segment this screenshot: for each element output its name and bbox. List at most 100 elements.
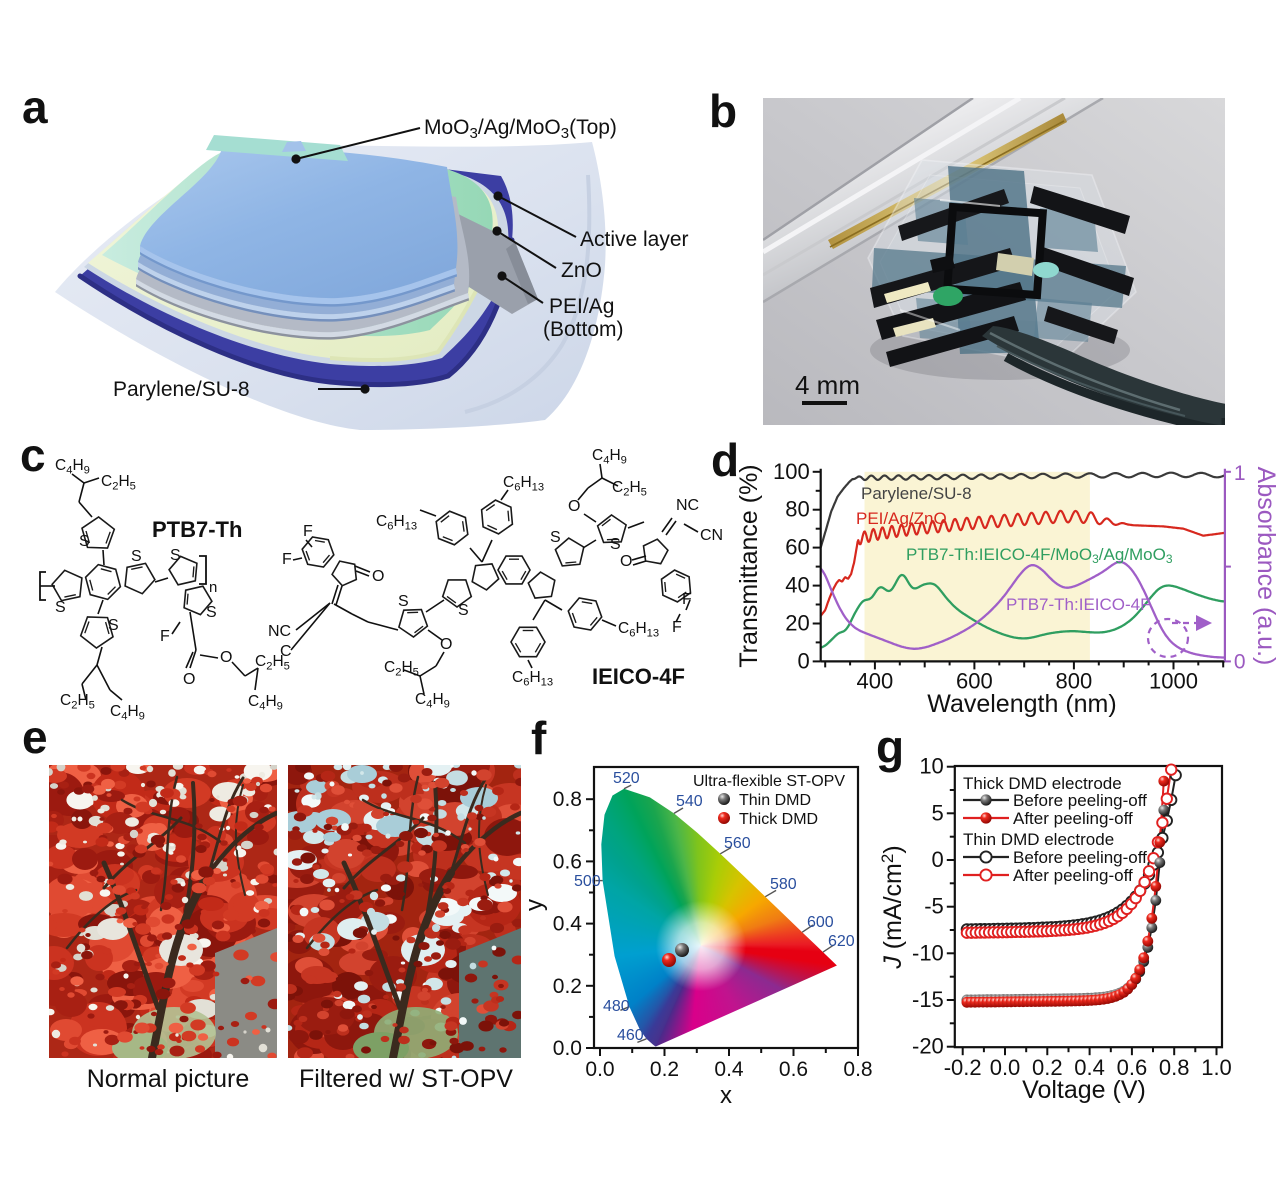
svg-text:Absorbance (a.u.): Absorbance (a.u.) <box>1252 467 1280 666</box>
svg-text:O: O <box>568 498 580 515</box>
svg-text:560: 560 <box>724 835 751 852</box>
svg-text:J (mA/cm2): J (mA/cm2) <box>878 845 907 969</box>
svg-text:0.4: 0.4 <box>553 913 583 936</box>
svg-text:0.6: 0.6 <box>1117 1055 1148 1080</box>
svg-text:0: 0 <box>797 648 809 673</box>
svg-text:1: 1 <box>1234 462 1246 485</box>
svg-text:C6H13: C6H13 <box>376 513 417 533</box>
svg-text:Transmittance (%): Transmittance (%) <box>735 464 763 667</box>
svg-text:Before peeling-off: Before peeling-off <box>1013 791 1147 810</box>
svg-text:-5: -5 <box>924 894 944 919</box>
svg-text:40: 40 <box>785 573 809 598</box>
svg-text:n: n <box>209 579 217 596</box>
svg-text:Wavelength (nm): Wavelength (nm) <box>927 690 1116 718</box>
svg-text:400: 400 <box>857 668 894 693</box>
svg-text:0.2: 0.2 <box>553 975 582 998</box>
svg-text:PTB7-Th:IEICO-4F/MoO3/Ag/MoO3: PTB7-Th:IEICO-4F/MoO3/Ag/MoO3 <box>906 545 1173 566</box>
svg-text:PEI/Ag: PEI/Ag <box>549 295 614 318</box>
svg-text:F: F <box>282 551 292 568</box>
svg-text:0.0: 0.0 <box>585 1058 614 1081</box>
svg-text:Thick DMD: Thick DMD <box>739 811 818 828</box>
svg-text:O: O <box>220 649 232 666</box>
svg-text:0.2: 0.2 <box>650 1058 679 1081</box>
svg-text:F: F <box>160 628 170 645</box>
svg-text:-20: -20 <box>912 1034 944 1059</box>
svg-text:80: 80 <box>785 497 809 522</box>
svg-text:0.2: 0.2 <box>1032 1055 1063 1080</box>
svg-text:800: 800 <box>1056 668 1093 693</box>
svg-text:g: g <box>876 721 904 773</box>
svg-text:C2H5: C2H5 <box>60 692 95 712</box>
svg-text:0.4: 0.4 <box>1074 1055 1105 1080</box>
svg-text:480: 480 <box>603 998 630 1015</box>
svg-text:1000: 1000 <box>1149 668 1198 693</box>
svg-text:d: d <box>711 434 739 486</box>
svg-text:S: S <box>79 533 90 550</box>
svg-text:60: 60 <box>785 535 809 560</box>
svg-text:100: 100 <box>773 459 810 484</box>
svg-text:Thin DMD: Thin DMD <box>739 792 811 809</box>
svg-text:(Bottom): (Bottom) <box>543 318 624 341</box>
svg-text:C2H5: C2H5 <box>384 659 419 679</box>
svg-text:IEICO-4F: IEICO-4F <box>592 664 685 689</box>
svg-text:S: S <box>458 602 469 619</box>
svg-text:NC: NC <box>268 623 291 640</box>
svg-text:S: S <box>108 617 119 634</box>
svg-text:NC: NC <box>676 497 699 514</box>
svg-text:y: y <box>521 899 548 911</box>
svg-text:0: 0 <box>1234 650 1246 673</box>
svg-text:Active layer: Active layer <box>580 228 689 251</box>
svg-text:O: O <box>620 553 632 570</box>
svg-text:-0.2: -0.2 <box>944 1055 982 1080</box>
svg-text:C2H5: C2H5 <box>101 473 136 493</box>
svg-text:b: b <box>709 85 737 137</box>
svg-text:620: 620 <box>828 933 855 950</box>
svg-text:0.6: 0.6 <box>553 850 582 873</box>
svg-text:0.4: 0.4 <box>714 1058 744 1081</box>
svg-text:Filtered w/ ST-OPV: Filtered w/ ST-OPV <box>299 1065 513 1093</box>
svg-text:4 mm: 4 mm <box>795 370 860 400</box>
svg-text:-10: -10 <box>912 940 944 965</box>
svg-text:PEI/Ag/ZnO: PEI/Ag/ZnO <box>856 509 947 528</box>
svg-text:C2H5: C2H5 <box>255 653 290 673</box>
svg-text:O: O <box>440 636 452 653</box>
svg-text:C: C <box>280 643 292 660</box>
svg-text:500: 500 <box>574 873 601 890</box>
svg-text:Normal picture: Normal picture <box>87 1065 250 1093</box>
svg-text:C6H13: C6H13 <box>512 669 553 689</box>
svg-text:S: S <box>131 548 142 565</box>
svg-text:0.0: 0.0 <box>990 1055 1021 1080</box>
svg-text:5: 5 <box>932 800 944 825</box>
svg-text:x: x <box>720 1082 732 1109</box>
svg-text:C4H9: C4H9 <box>248 693 283 713</box>
svg-text:C4H9: C4H9 <box>415 691 450 711</box>
svg-text:After peeling-off: After peeling-off <box>1013 866 1133 885</box>
svg-text:e: e <box>22 711 48 763</box>
svg-text:Thin DMD electrode: Thin DMD electrode <box>963 830 1114 849</box>
svg-text:0.8: 0.8 <box>553 788 582 811</box>
svg-text:C4H9: C4H9 <box>55 457 90 477</box>
svg-text:-15: -15 <box>912 987 944 1012</box>
svg-text:C2H5: C2H5 <box>612 479 647 499</box>
svg-text:S: S <box>206 604 217 621</box>
svg-text:Voltage (V): Voltage (V) <box>1022 1076 1146 1104</box>
svg-text:0: 0 <box>932 847 944 872</box>
svg-text:S: S <box>550 529 561 546</box>
svg-text:0.8: 0.8 <box>1159 1055 1190 1080</box>
svg-text:540: 540 <box>676 793 703 810</box>
svg-text:C6H13: C6H13 <box>618 620 659 640</box>
svg-text:O: O <box>372 568 384 585</box>
svg-text:C4H9: C4H9 <box>592 447 627 467</box>
svg-text:c: c <box>20 429 46 481</box>
svg-text:600: 600 <box>807 914 834 931</box>
svg-text:S: S <box>610 536 621 553</box>
svg-text:PTB7-Th:IEICO-4F: PTB7-Th:IEICO-4F <box>1006 595 1151 614</box>
svg-text:C6H13: C6H13 <box>503 474 544 494</box>
svg-text:600: 600 <box>956 668 993 693</box>
svg-text:S: S <box>398 593 409 610</box>
svg-text:F: F <box>682 591 692 608</box>
svg-text:Parylene/SU-8: Parylene/SU-8 <box>113 378 250 401</box>
svg-text:CN: CN <box>700 527 723 544</box>
svg-text:1.0: 1.0 <box>1201 1055 1232 1080</box>
svg-text:After peeling-off: After peeling-off <box>1013 809 1133 828</box>
